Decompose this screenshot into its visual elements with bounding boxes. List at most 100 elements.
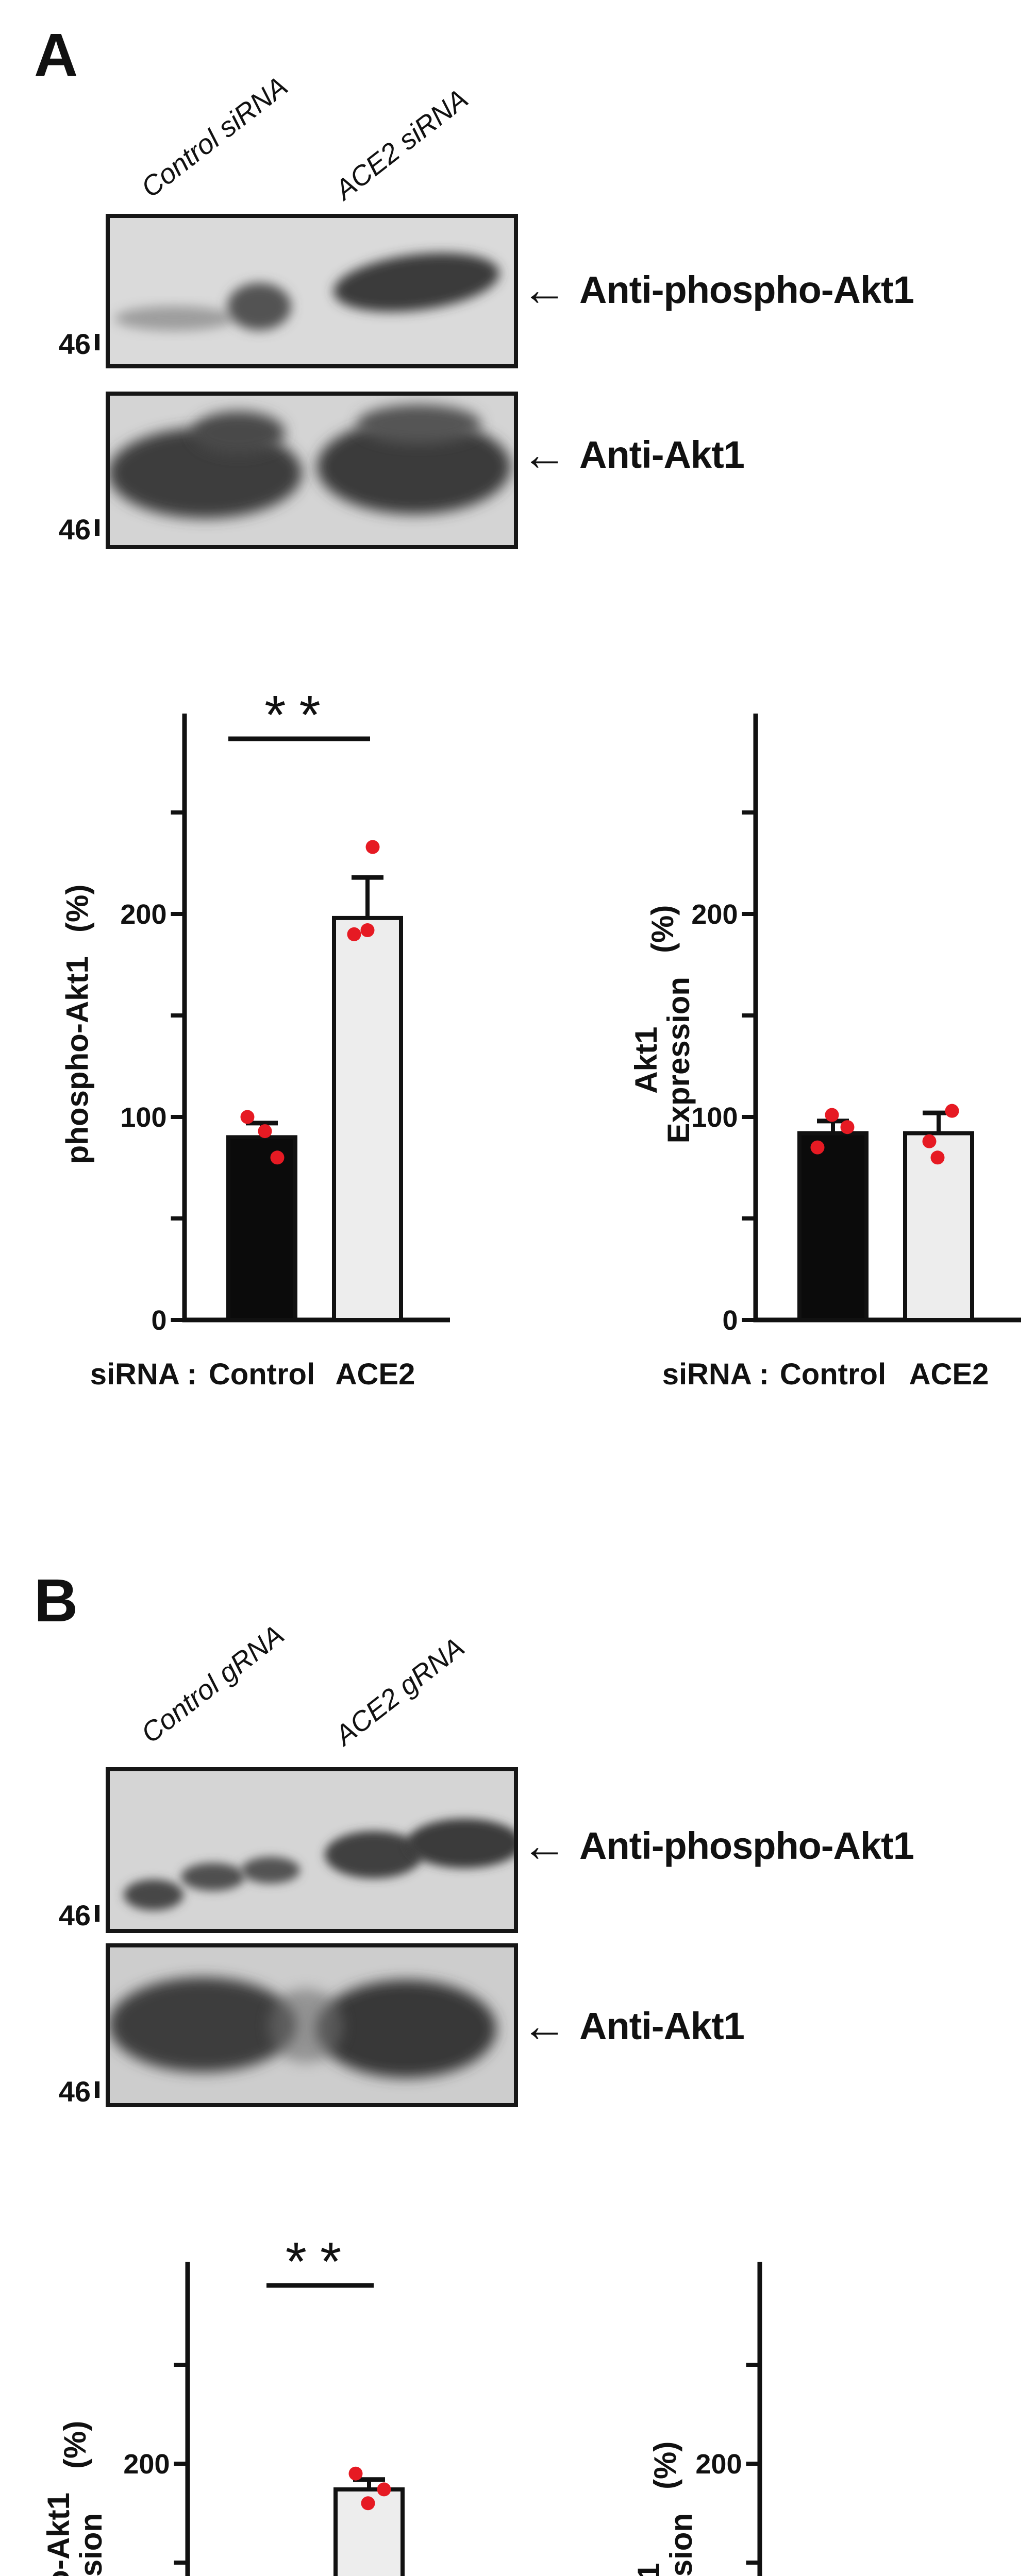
data-point: [361, 2496, 375, 2511]
blot-caption: ← Anti-phospho-Akt1: [522, 1823, 914, 1868]
bar-control: [226, 1135, 297, 1322]
y-axis-unit: (%): [647, 2441, 682, 2489]
y-tick-label: 100: [691, 1102, 738, 1133]
y-axis-unit: (%): [645, 905, 680, 953]
lane-label-ace2-grna: ACE2 gRNA: [329, 1632, 471, 1752]
antibody-label: Anti-Akt1: [579, 2004, 745, 2047]
lane-label-control-sirna: Control siRNA: [135, 71, 294, 204]
y-tick-label: 200: [123, 2449, 170, 2480]
y-axis-unit: (%): [60, 884, 95, 933]
blot-band: [110, 1977, 296, 2072]
mw-marker-46: 46: [58, 2075, 91, 2108]
blot-band: [407, 1819, 514, 1868]
y-axis-label-akt1-expression: Akt1 Expression (%): [631, 2441, 698, 2576]
blot-band: [192, 411, 285, 454]
blot-band: [316, 1980, 496, 2078]
mw-marker-46: 46: [58, 1899, 91, 1931]
blot-band: [227, 283, 291, 330]
blot-band: [115, 306, 233, 331]
y-axis-label-line: Akt1: [631, 2513, 666, 2576]
blot-band: [241, 1857, 300, 1884]
data-point: [360, 923, 375, 938]
y-axis-label-line: Expression: [664, 2513, 698, 2576]
y-axis-label-phospho-akt1-expression: phospho-Akt1 Expression (%): [41, 2420, 108, 2576]
y-tick-label: 200: [120, 899, 166, 930]
left-arrow-icon: ←: [522, 264, 567, 315]
blot-image: [115, 252, 499, 331]
data-point: [810, 1140, 825, 1155]
western-blot-akt1-sirna: [106, 392, 518, 549]
y-axis-label-line: phospho-Akt1: [60, 956, 95, 1164]
data-point: [930, 1150, 945, 1165]
bar-ace2: [332, 916, 403, 1322]
left-arrow-icon: ←: [522, 429, 567, 480]
mw-marker-tick: [95, 334, 99, 350]
lane-label-ace2-sirna: ACE2 siRNA: [329, 83, 474, 206]
data-point: [258, 1124, 272, 1139]
blot-image: [110, 1977, 496, 2078]
significance-asterisks: **: [286, 2231, 355, 2292]
y-axis-label-phospho-akt1: phospho-Akt1 (%): [60, 885, 95, 1164]
data-point: [945, 1104, 959, 1118]
panel-a-label: A: [34, 21, 78, 89]
blot-band: [181, 1863, 245, 1891]
blot-band: [269, 1989, 343, 2063]
blot-band: [124, 1879, 183, 1910]
blot-band: [333, 252, 499, 312]
bar-control: [797, 1131, 869, 1323]
data-point: [347, 927, 361, 941]
y-axis-label-line: Akt1: [629, 1026, 663, 1094]
antibody-label: Anti-phospho-Akt1: [579, 268, 914, 311]
mw-marker-tick: [95, 519, 99, 536]
blot-band: [317, 419, 511, 514]
mw-marker-46: 46: [58, 513, 91, 546]
y-tick-label: 0: [722, 1305, 738, 1336]
y-tick-label: 100: [120, 1102, 166, 1133]
data-point: [840, 1120, 855, 1134]
bar-ace2: [333, 2487, 405, 2576]
data-point: [825, 1108, 839, 1122]
category-label-ace2: ACE2: [335, 1358, 415, 1391]
y-axis-label-line: Expression: [661, 976, 696, 1144]
left-arrow-icon: ←: [522, 1820, 567, 1871]
y-axis-unit: (%): [57, 2420, 92, 2469]
y-axis-label-line: phospho-Akt1: [41, 2493, 76, 2576]
data-point: [240, 1110, 255, 1124]
y-tick-label: 0: [151, 1305, 166, 1336]
mw-marker-tick: [95, 1905, 99, 1922]
y-axis-label-akt1-expression: Akt1 Expression (%): [629, 905, 696, 1144]
significance-asterisks: **: [264, 685, 334, 745]
left-arrow-icon: ←: [522, 2000, 567, 2051]
x-axis-prefix-sirna: siRNA :: [90, 1358, 197, 1391]
y-tick-label: 200: [695, 2449, 742, 2480]
western-blot-phospho-akt1-sirna: [106, 214, 518, 368]
mw-marker-tick: [95, 2081, 99, 2098]
lane-label-control-grna: Control gRNA: [135, 1619, 290, 1750]
category-label-ace2: ACE2: [909, 1358, 989, 1391]
antibody-label: Anti-phospho-Akt1: [579, 1824, 914, 1867]
category-label-control: Control: [208, 1358, 315, 1391]
y-tick-label: 200: [691, 899, 738, 930]
antibody-label: Anti-Akt1: [579, 433, 745, 476]
blot-band: [325, 1831, 423, 1878]
data-point: [270, 1150, 285, 1165]
blot-image: [110, 404, 511, 518]
western-blot-akt1-grna: [106, 1943, 518, 2107]
bar-ace2: [903, 1131, 974, 1323]
data-point: [365, 840, 380, 854]
blot-caption: ← Anti-phospho-Akt1: [522, 267, 914, 312]
mw-marker-46: 46: [58, 328, 91, 360]
blot-band: [357, 404, 481, 444]
data-point: [377, 2482, 391, 2497]
blot-caption: ← Anti-Akt1: [522, 2000, 745, 2051]
y-axis-label-line: Expression: [74, 2493, 108, 2576]
x-axis-prefix-sirna: siRNA :: [662, 1358, 769, 1391]
data-point: [922, 1134, 937, 1148]
data-point: [348, 2466, 363, 2481]
category-label-control: Control: [779, 1358, 887, 1391]
blot-caption: ← Anti-Akt1: [522, 429, 745, 480]
western-blot-phospho-akt1-grna: [106, 1767, 518, 1933]
panel-b-label: B: [34, 1567, 78, 1635]
